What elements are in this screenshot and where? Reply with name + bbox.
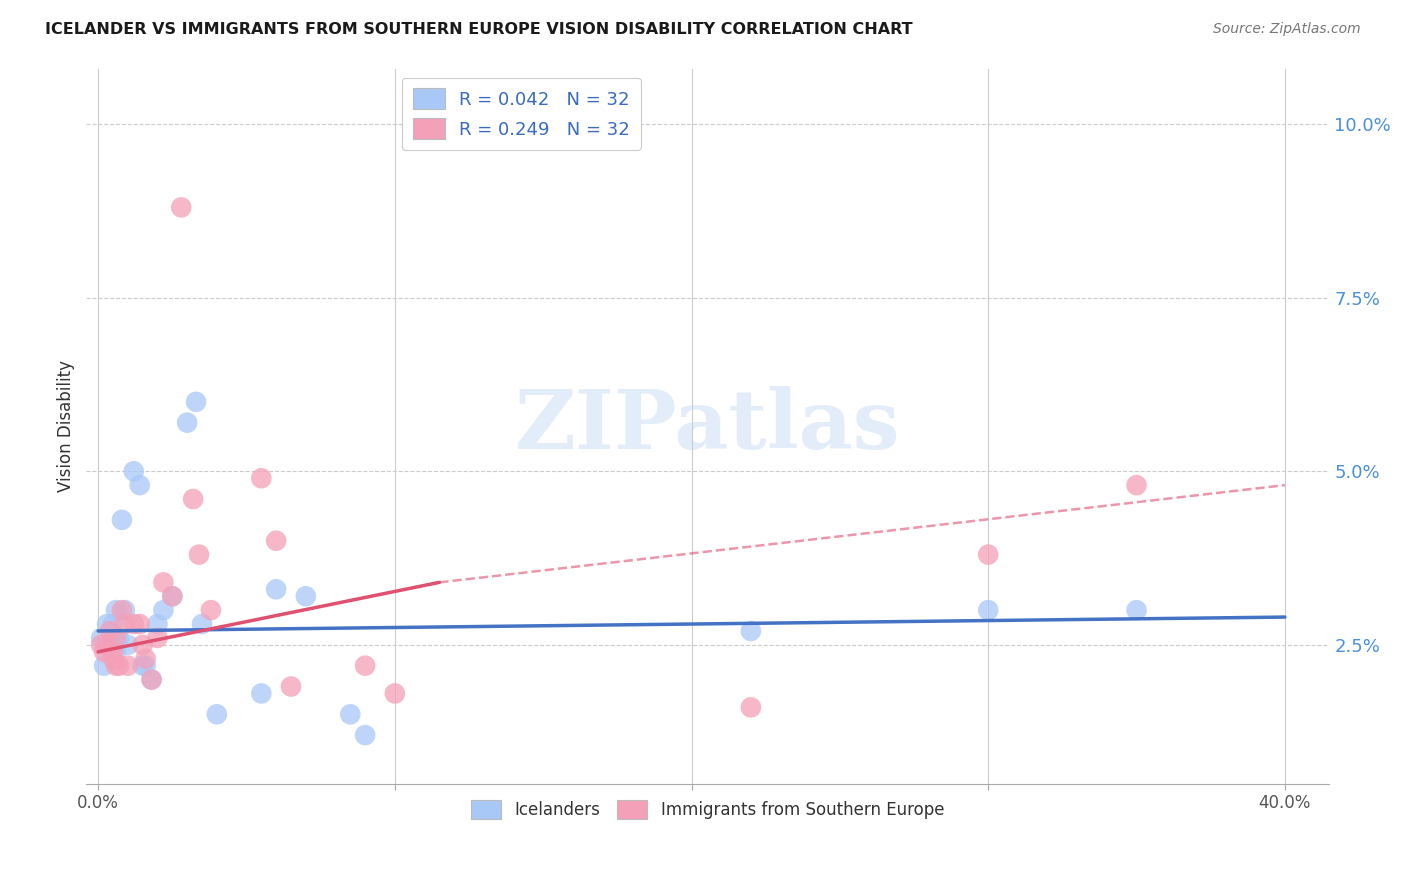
Legend: Icelanders, Immigrants from Southern Europe: Icelanders, Immigrants from Southern Eur… (465, 793, 950, 825)
Point (250, 471, 273, 485)
Point (114, 617, 136, 632)
Point (96, 638, 118, 652)
Point (141, 673, 163, 687)
Text: Source: ZipAtlas.com: Source: ZipAtlas.com (1213, 22, 1361, 37)
Point (104, 658, 127, 673)
Point (977, 548, 1000, 562)
Point (1125, 603, 1147, 617)
Point (117, 638, 139, 652)
Point (114, 603, 136, 617)
Point (146, 617, 169, 632)
Point (111, 603, 134, 617)
Point (176, 416, 198, 430)
Point (264, 582, 287, 597)
Point (104, 645, 127, 659)
Point (1125, 478, 1147, 492)
Point (90, 638, 112, 652)
Point (111, 513, 134, 527)
Point (295, 589, 318, 603)
Point (384, 686, 406, 700)
Point (146, 631, 169, 645)
Point (93, 658, 115, 673)
Point (122, 617, 145, 632)
Point (93, 645, 115, 659)
Text: ZIPatlas: ZIPatlas (515, 386, 901, 467)
Point (181, 491, 204, 506)
Point (191, 617, 214, 632)
Point (264, 533, 287, 548)
Point (740, 700, 762, 714)
Point (280, 680, 302, 694)
Point (339, 707, 361, 722)
Point (200, 603, 222, 617)
Point (104, 603, 127, 617)
Point (170, 201, 193, 215)
Point (117, 658, 139, 673)
Point (104, 631, 127, 645)
Y-axis label: Vision Disability: Vision Disability (58, 360, 75, 492)
Point (135, 652, 157, 666)
Point (128, 617, 150, 632)
Point (354, 658, 377, 673)
Point (101, 652, 124, 666)
Point (108, 631, 131, 645)
Text: ICELANDER VS IMMIGRANTS FROM SOUTHERN EUROPE VISION DISABILITY CORRELATION CHART: ICELANDER VS IMMIGRANTS FROM SOUTHERN EU… (45, 22, 912, 37)
Point (101, 617, 124, 632)
Point (740, 624, 762, 638)
Point (101, 631, 124, 645)
Point (977, 603, 1000, 617)
Point (101, 645, 124, 659)
Point (184, 394, 207, 409)
Point (152, 603, 174, 617)
Point (354, 728, 377, 742)
Point (162, 589, 184, 603)
Point (96, 617, 118, 632)
Point (98, 624, 121, 638)
Point (141, 673, 163, 687)
Point (98, 638, 121, 652)
Point (152, 575, 174, 590)
Point (122, 464, 145, 478)
Point (162, 589, 184, 603)
Point (131, 638, 153, 652)
Point (205, 707, 228, 722)
Point (188, 548, 211, 562)
Point (108, 658, 131, 673)
Point (135, 658, 157, 673)
Point (250, 686, 273, 700)
Point (90, 631, 112, 645)
Point (128, 478, 150, 492)
Point (131, 658, 153, 673)
